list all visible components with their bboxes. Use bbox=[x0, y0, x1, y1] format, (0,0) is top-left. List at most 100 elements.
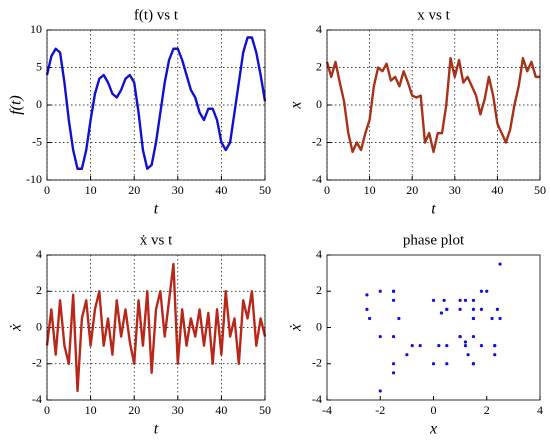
x-tick-label: 0 bbox=[324, 183, 330, 197]
scatter-point bbox=[442, 298, 446, 302]
x-tick-label: 30 bbox=[449, 183, 461, 197]
axes-frame bbox=[326, 29, 541, 181]
scatter-point bbox=[365, 293, 369, 297]
y-tick-label: 0 bbox=[316, 319, 322, 333]
scatter-point bbox=[378, 289, 382, 293]
x-tick-label: 50 bbox=[259, 183, 271, 197]
scatter-point bbox=[490, 316, 494, 321]
scatter-point bbox=[368, 316, 372, 321]
scatter-point bbox=[397, 316, 401, 321]
axes-frame bbox=[326, 254, 541, 401]
y-tick-label: -5 bbox=[32, 134, 42, 148]
scatter-point bbox=[431, 298, 436, 302]
scatter-point bbox=[365, 307, 369, 311]
scatter-point bbox=[471, 334, 476, 339]
x-tick-label: 40 bbox=[215, 403, 227, 417]
x-tick-label: 0 bbox=[44, 183, 50, 197]
scatter-point bbox=[378, 334, 382, 339]
x-tick-label: 30 bbox=[172, 403, 184, 417]
x-tick-label: 0 bbox=[44, 403, 50, 417]
data-line bbox=[45, 262, 267, 393]
axes-frame bbox=[46, 254, 266, 401]
y-tick-label: 0 bbox=[316, 97, 322, 111]
scatter-point bbox=[437, 344, 441, 348]
scatter-point bbox=[493, 344, 497, 348]
scatter-point bbox=[431, 362, 436, 366]
y-tick-label: -10 bbox=[26, 172, 42, 186]
x-tick-label: -4 bbox=[322, 403, 332, 417]
scatter-point bbox=[479, 344, 484, 348]
data-line bbox=[325, 56, 540, 154]
scatter-point bbox=[391, 334, 396, 339]
y-tick-label: -4 bbox=[32, 392, 42, 406]
x-axis-label: t bbox=[154, 421, 159, 438]
scatter-point bbox=[445, 362, 449, 366]
scatter-point bbox=[471, 298, 476, 302]
x-tick-label: 50 bbox=[534, 183, 546, 197]
scatter-point bbox=[479, 307, 484, 311]
scatter-point bbox=[410, 344, 414, 348]
scatter-point bbox=[391, 362, 396, 366]
scatter-point bbox=[498, 262, 502, 266]
scatter-point bbox=[445, 307, 449, 311]
x-tick-label: 40 bbox=[215, 183, 227, 197]
x-axis-label: t bbox=[154, 201, 159, 218]
scatter-point bbox=[458, 298, 462, 302]
scatter-point bbox=[495, 307, 499, 311]
scatter-point bbox=[463, 340, 468, 344]
x-axis-label: x bbox=[429, 421, 437, 438]
y-tick-label: 4 bbox=[316, 22, 322, 36]
y-tick-label: 2 bbox=[316, 59, 322, 73]
scatter-point bbox=[463, 298, 468, 302]
x-tick-label: 0 bbox=[431, 403, 437, 417]
x-tick-label: 40 bbox=[491, 183, 503, 197]
y-tick-label: -2 bbox=[312, 134, 322, 148]
x-tick-label: 2 bbox=[484, 403, 490, 417]
scatter-point bbox=[391, 298, 396, 302]
scatter-point bbox=[471, 307, 476, 311]
chart-title: x vs t bbox=[417, 7, 450, 23]
y-axis-label: f(t) bbox=[8, 95, 25, 115]
scatter-point bbox=[485, 289, 489, 293]
scatter-point bbox=[458, 307, 462, 311]
x-tick-label: 30 bbox=[172, 183, 184, 197]
x-tick-label: -2 bbox=[375, 403, 385, 417]
scatter-point bbox=[458, 334, 462, 339]
scatter-point bbox=[471, 316, 476, 321]
chart-title: f(t) vs t bbox=[134, 7, 179, 23]
scatter-point bbox=[405, 353, 409, 357]
y-axis-label: x bbox=[288, 101, 305, 109]
y-axis-label: ẋ bbox=[8, 323, 25, 332]
chart-title: phase plot bbox=[403, 232, 465, 248]
scatter-point bbox=[378, 389, 382, 393]
scatter-point bbox=[463, 344, 468, 348]
scatter-point bbox=[391, 371, 396, 375]
y-tick-label: 4 bbox=[36, 247, 42, 261]
x-tick-label: 20 bbox=[128, 183, 140, 197]
x-tick-label: 4 bbox=[537, 403, 543, 417]
scatter-point bbox=[466, 353, 470, 357]
x-tick-label: 10 bbox=[85, 183, 97, 197]
scatter-point bbox=[498, 316, 502, 321]
y-axis-label: ẋ bbox=[288, 323, 305, 332]
scatter-point bbox=[445, 344, 449, 348]
y-tick-label: 0 bbox=[36, 97, 42, 111]
x-tick-label: 20 bbox=[128, 403, 140, 417]
y-tick-label: -2 bbox=[32, 356, 42, 370]
chart-title: ẋ vs t bbox=[140, 232, 173, 248]
scatter-point bbox=[493, 353, 497, 357]
axes-frame bbox=[46, 29, 266, 181]
y-tick-label: 2 bbox=[316, 283, 322, 297]
scatter-point bbox=[479, 289, 484, 293]
x-tick-label: 10 bbox=[364, 183, 376, 197]
plot-area bbox=[327, 255, 540, 400]
scatter-point bbox=[471, 362, 476, 366]
x-tick-label: 10 bbox=[85, 403, 97, 417]
y-tick-label: 10 bbox=[30, 22, 42, 36]
x-tick-label: 20 bbox=[406, 183, 418, 197]
y-tick-label: -4 bbox=[312, 172, 322, 186]
x-axis-label: t bbox=[431, 201, 436, 218]
y-tick-label: 0 bbox=[36, 319, 42, 333]
